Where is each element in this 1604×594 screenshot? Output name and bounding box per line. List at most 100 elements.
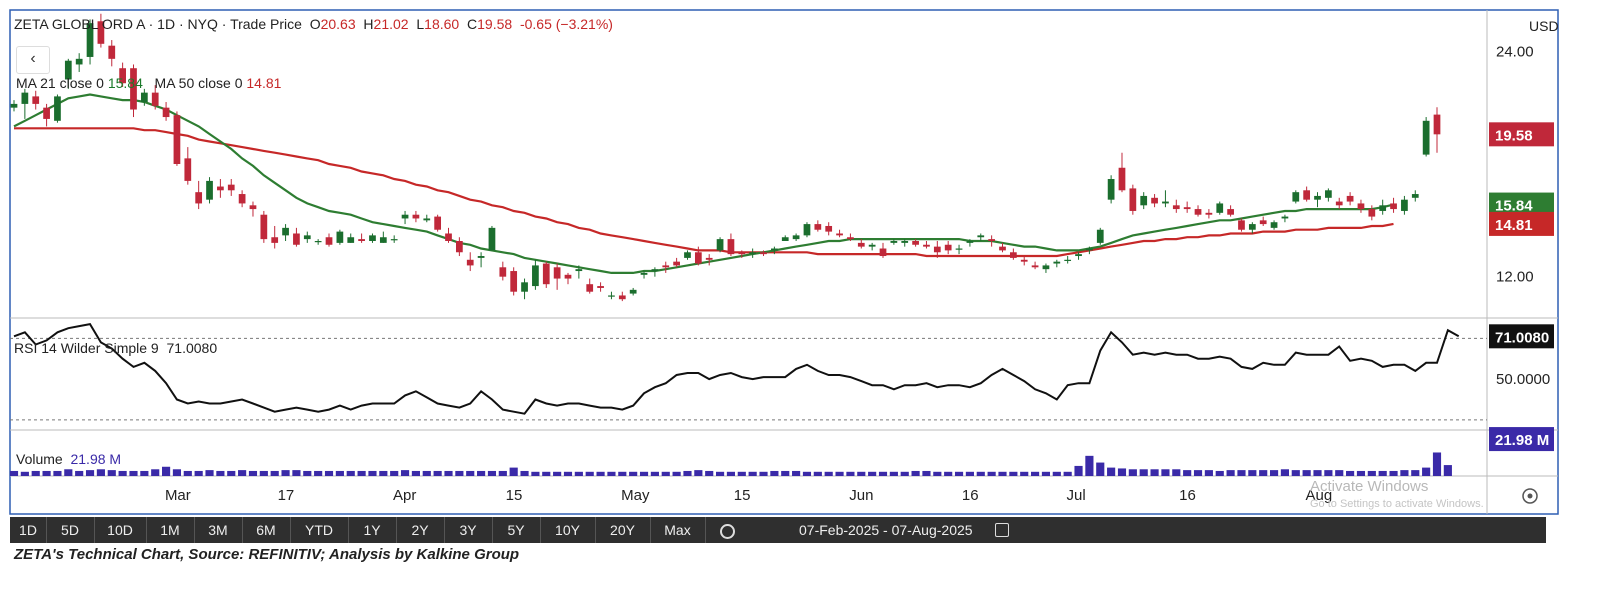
volume-bar (553, 471, 562, 476)
volume-bar (1335, 470, 1344, 476)
range-button-5y[interactable]: 5Y (507, 522, 525, 538)
toolbar-separator (650, 517, 651, 543)
volume-bar (683, 470, 692, 476)
candle-body (499, 267, 507, 277)
volume-bar (802, 471, 812, 476)
volume-bar (455, 470, 464, 476)
candle-body (825, 225, 833, 232)
candle-body (1107, 179, 1115, 200)
volume-bar (1074, 465, 1083, 476)
volume-bar (162, 466, 171, 476)
ma21-value: 15.84 (107, 75, 143, 91)
candle-body (1357, 203, 1365, 210)
candle-body (955, 248, 963, 250)
symbol-name: ZETA GLOBL ORD A (14, 16, 145, 32)
header-separator: · (221, 16, 227, 32)
range-button-1m[interactable]: 1M (160, 522, 180, 538)
volume-bar (639, 471, 649, 476)
range-button-1y[interactable]: 1Y (363, 522, 381, 538)
open-label: O (309, 16, 321, 32)
volume-bar (759, 471, 768, 476)
volume-bar (715, 471, 725, 476)
calendar-icon (995, 523, 1009, 537)
candle-body (195, 192, 203, 204)
back-button[interactable]: ‹ (16, 46, 50, 74)
volume-bar (1356, 470, 1366, 476)
candle-body (651, 269, 659, 272)
volume-bar (596, 471, 605, 476)
candle-body (1248, 224, 1256, 230)
volume-bar (1041, 471, 1051, 476)
volume-bar (1422, 467, 1431, 476)
volume-bar (20, 471, 29, 476)
candle-body (10, 103, 18, 108)
candle-body (1064, 259, 1072, 261)
candle-body (629, 289, 637, 294)
volume-bar (792, 470, 801, 476)
candle-body (1433, 114, 1441, 135)
toolbar-settings-icon[interactable] (715, 517, 739, 543)
candle-body (912, 241, 919, 245)
range-button-ytd[interactable]: YTD (305, 522, 333, 538)
time-axis-label: 16 (1179, 487, 1196, 504)
range-button-6m[interactable]: 6M (256, 522, 276, 538)
range-button-10d[interactable]: 10D (107, 522, 133, 538)
volume-bar (324, 470, 334, 476)
range-button-3m[interactable]: 3M (208, 522, 228, 538)
volume-bar (75, 470, 84, 476)
last-price-badge-bg (1489, 122, 1554, 147)
range-button-1d[interactable]: 1D (19, 522, 37, 538)
candle-body (206, 180, 213, 200)
candle-body (662, 265, 670, 268)
candle-body (227, 184, 235, 191)
candle-body (608, 295, 615, 297)
range-button-3y[interactable]: 3Y (459, 522, 477, 538)
range-button-2y[interactable]: 2Y (411, 522, 429, 538)
volume-bar (216, 470, 225, 476)
candle-body (738, 252, 746, 255)
outer-border (9, 9, 1559, 515)
volume-label: Volume (16, 451, 63, 467)
candle-body (1205, 212, 1213, 215)
candle-body (705, 257, 713, 260)
toolbar-separator (540, 517, 541, 543)
volume-bar (444, 470, 453, 476)
volume-bar (998, 471, 1007, 476)
rsi-value: 71.0080 (166, 340, 218, 356)
volume-bar (987, 471, 996, 476)
volume-bar (520, 470, 529, 476)
candle-body (1238, 220, 1245, 230)
price-tick-label: 12.00 (1496, 269, 1534, 286)
candle-body (1227, 209, 1234, 215)
candle-body (1411, 194, 1419, 198)
range-button-5d[interactable]: 5D (61, 522, 79, 538)
volume-bar (238, 470, 247, 476)
candle-body (510, 271, 518, 292)
volume-bar (1096, 462, 1105, 476)
range-button-20y[interactable]: 20Y (610, 522, 635, 538)
volume-bar (1313, 470, 1322, 476)
date-range-picker[interactable]: 07-Feb-2025 - 07-Aug-2025 (785, 517, 1025, 543)
candle-body (1172, 205, 1180, 210)
volume-bar (422, 470, 431, 476)
settings-icon (1522, 488, 1538, 504)
volume-bar (1248, 470, 1257, 476)
volume-bar (248, 470, 258, 476)
range-button-10y[interactable]: 10Y (555, 522, 580, 538)
volume-bar (846, 471, 855, 476)
volume-bar (922, 470, 931, 476)
toolbar-separator (595, 517, 596, 543)
volume-bar (1107, 467, 1116, 476)
candle-body (847, 237, 854, 240)
range-button-max[interactable]: Max (664, 522, 691, 538)
volume-bar (618, 471, 627, 476)
volume-bar (1346, 470, 1355, 476)
volume-bar (857, 471, 866, 476)
candle-body (575, 269, 583, 272)
volume-bar (9, 470, 19, 476)
volume-bar (781, 470, 790, 476)
volume-bar (194, 470, 203, 476)
price-tick-label: 24.00 (1496, 43, 1534, 60)
candle-body (401, 214, 409, 219)
volume-bar (911, 470, 920, 476)
